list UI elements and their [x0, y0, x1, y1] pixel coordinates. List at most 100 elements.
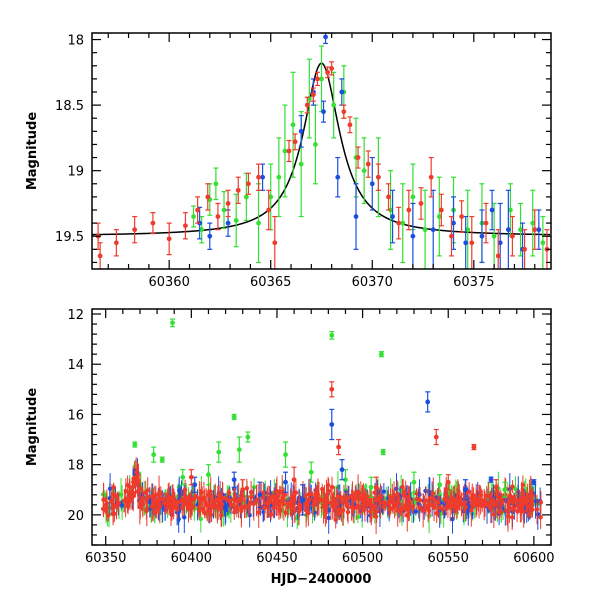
top-point-red: [428, 156, 434, 198]
top-point-red: [341, 104, 347, 119]
cloud-point-red: [100, 501, 106, 516]
bottom-point-red: [291, 466, 297, 493]
cloud-point-red: [218, 491, 224, 527]
bottom-panel-marks: [100, 318, 544, 535]
top-point-red: [459, 200, 465, 233]
cloud-point-red: [345, 491, 350, 517]
cloud-point-red: [518, 497, 523, 523]
bottom-point-red: [134, 467, 140, 477]
cloud-point-red: [365, 494, 370, 516]
cloud-point-red: [199, 481, 204, 503]
top-point-green: [268, 163, 274, 231]
cloud-point-blue: [326, 502, 331, 534]
top-point-green: [256, 183, 262, 264]
cloud-point-red: [326, 478, 331, 504]
bottom-point-green: [380, 448, 386, 456]
top-point-blue: [497, 202, 503, 269]
top-point-green: [530, 189, 536, 257]
top-point-red: [406, 189, 412, 231]
top-point-red: [195, 196, 201, 224]
top-point-red: [304, 96, 310, 114]
bottom-xtick-label: 60600: [513, 551, 554, 566]
bottom-point-blue: [192, 476, 198, 493]
bottom-ylabel: Magnitude: [25, 388, 40, 467]
cloud-point-red: [128, 490, 134, 510]
cloud-point-red: [104, 489, 110, 517]
bottom-point-blue: [257, 481, 263, 508]
top-point-red: [314, 71, 320, 87]
cloud-point-red: [339, 499, 344, 522]
top-point-red: [347, 116, 353, 134]
bottom-point-green: [368, 476, 374, 498]
cloud-point-red: [359, 485, 365, 516]
top-point-blue: [335, 156, 341, 198]
top-point-red: [532, 209, 538, 250]
cloud-point-red: [110, 502, 116, 526]
bottom-point-green: [231, 413, 237, 421]
top-point-green: [290, 71, 296, 178]
cloud-point-red: [243, 497, 249, 518]
bottom-xtick-label: 60450: [256, 551, 297, 566]
bottom-point-red: [188, 469, 194, 486]
cloud-point-red: [520, 483, 525, 510]
top-point-red: [150, 212, 156, 235]
cloud-point-red: [486, 482, 491, 510]
top-point-blue: [321, 100, 327, 123]
top-point-red: [396, 206, 402, 240]
bottom-point-green: [159, 456, 165, 463]
bottom-ytick-label: 20: [67, 509, 84, 524]
cloud-point-red: [499, 493, 505, 510]
top-point-red: [215, 202, 221, 231]
cloud-point-red: [488, 490, 493, 513]
cloud-point-red: [232, 504, 237, 520]
bottom-point-green: [180, 469, 186, 486]
top-panel: 60360 60365 60370 60375 18 18.5 19 19.5 Magnitu…: [25, 32, 552, 290]
cloud-point-red: [244, 478, 250, 498]
cloud-point-red: [202, 489, 207, 512]
top-point-red: [329, 61, 335, 76]
cloud-point-red: [320, 483, 325, 495]
top-point-blue: [323, 33, 329, 45]
top-ylabel: Magnitude: [25, 112, 40, 191]
top-point-red: [97, 242, 103, 269]
cloud-point-red: [278, 502, 283, 519]
top-point-red: [483, 202, 489, 244]
top-point-blue: [339, 78, 345, 106]
top-panel-frame: [91, 32, 552, 270]
cloud-point-red: [165, 499, 170, 510]
cloud-point-red: [461, 486, 466, 520]
top-point-red: [386, 183, 392, 211]
cloud-point-red: [227, 495, 232, 508]
top-point-red: [132, 215, 138, 244]
cloud-point-red: [153, 506, 158, 518]
bottom-point-green: [308, 461, 314, 483]
bottom-point-red: [433, 428, 439, 446]
top-point-red: [166, 222, 172, 256]
cloud-point-red: [350, 481, 355, 514]
cloud-point-red: [410, 498, 416, 514]
cloud-point-red: [274, 485, 279, 517]
top-point-red: [286, 139, 292, 163]
cloud-point-red: [476, 498, 481, 512]
cloud-point-red: [431, 497, 437, 512]
cloud-point-red: [144, 502, 149, 520]
top-point-red: [495, 229, 501, 269]
top-point-green: [312, 104, 318, 185]
top-point-blue: [369, 156, 375, 211]
cloud-point-red: [406, 486, 412, 512]
top-point-blue: [479, 209, 485, 264]
bottom-point-blue: [283, 471, 289, 493]
cloud-point-red: [271, 493, 276, 513]
top-point-red: [245, 172, 251, 195]
bottom-point-green: [132, 441, 138, 448]
top-point-red: [205, 183, 211, 211]
top-point-red: [509, 215, 515, 257]
bottom-point-green: [216, 441, 222, 463]
cloud-point-red: [182, 479, 188, 500]
top-xtick-label: 60370: [352, 275, 393, 290]
top-point-red: [266, 189, 272, 231]
top-point-green: [436, 176, 442, 257]
cloud-point-red: [356, 489, 361, 501]
cloud-point-red: [322, 485, 327, 520]
bottom-point-green: [283, 441, 289, 468]
